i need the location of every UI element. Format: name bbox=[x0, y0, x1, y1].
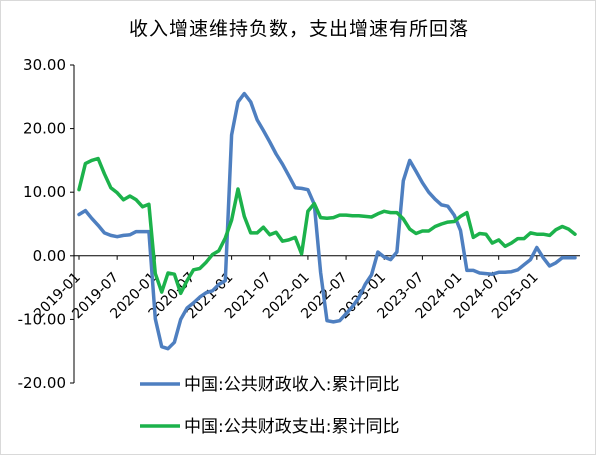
revenue-series-line bbox=[77, 91, 577, 351]
y-axis-ticks: 30.00 20.00 10.00 0.00 -10.00 -20.00 bbox=[18, 56, 74, 392]
chart-title: 收入增速维持负数，支出增速有所回落 bbox=[128, 18, 469, 40]
legend-label: 中国:公共财政收入:累计同比 bbox=[184, 375, 399, 395]
legend-label: 中国:公共财政支出:累计同比 bbox=[184, 417, 399, 437]
expenditure-series-line bbox=[77, 156, 577, 296]
chart-axes bbox=[73, 65, 580, 383]
y-tick-label: 30.00 bbox=[23, 56, 66, 74]
y-tick-label: 0.00 bbox=[33, 247, 66, 265]
series-lines bbox=[77, 91, 577, 351]
y-tick-label: -20.00 bbox=[18, 374, 66, 392]
y-tick-label: 20.00 bbox=[23, 120, 66, 138]
y-tick-label: 10.00 bbox=[23, 183, 66, 201]
y-tick-label: -10.00 bbox=[18, 310, 66, 328]
